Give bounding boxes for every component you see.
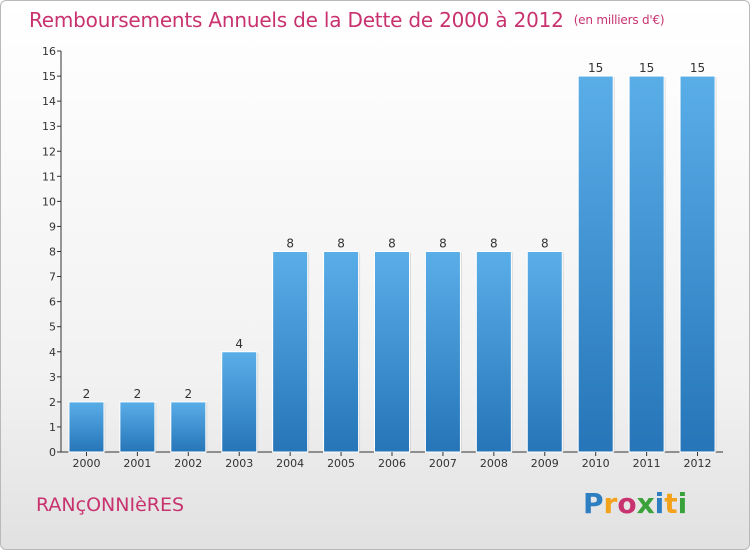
x-tick-label: 2009 [531, 457, 559, 470]
logo-letter: P [583, 487, 604, 520]
bar-value-label: 4 [235, 337, 243, 351]
bar-value-label: 8 [541, 237, 549, 251]
x-tick-label: 2003 [225, 457, 253, 470]
y-tick-label: 8 [49, 246, 56, 259]
y-tick-label: 1 [49, 421, 56, 434]
x-tick-label: 2010 [582, 457, 610, 470]
bar [68, 401, 105, 453]
x-tick-label: 2008 [480, 457, 508, 470]
y-tick-label: 5 [49, 321, 56, 334]
bar-value-label: 8 [337, 237, 345, 251]
y-tick-label: 3 [49, 371, 56, 384]
commune-name: RANçONNIèRES [36, 494, 185, 516]
y-tick-label: 11 [42, 170, 56, 183]
y-tick-label: 15 [42, 70, 56, 83]
y-tick-label: 9 [49, 220, 56, 233]
bar-value-label: 15 [690, 61, 705, 75]
y-tick-label: 0 [49, 446, 56, 459]
bar-value-label: 15 [588, 61, 603, 75]
bar-value-label: 8 [490, 237, 498, 251]
logo-letter: i [654, 487, 665, 520]
logo-letter: i [677, 487, 688, 520]
bar-value-label: 2 [134, 387, 142, 401]
y-tick-label: 13 [42, 120, 56, 133]
y-tick-label: 10 [42, 195, 56, 208]
bar [221, 351, 258, 453]
y-tick-label: 2 [49, 396, 56, 409]
bar [272, 251, 309, 453]
logo-letter: o [617, 487, 637, 520]
x-tick-label: 2006 [378, 457, 406, 470]
bar-value-label: 2 [184, 387, 192, 401]
bar-value-label: 8 [439, 237, 447, 251]
y-tick-label: 4 [49, 346, 56, 359]
x-tick-label: 2001 [123, 457, 151, 470]
bar-value-label: 2 [83, 387, 91, 401]
y-tick-label: 14 [42, 95, 56, 108]
x-tick-label: 2007 [429, 457, 457, 470]
x-tick-label: 2004 [276, 457, 304, 470]
y-tick-label: 6 [49, 296, 56, 309]
bar [526, 251, 563, 453]
bar [628, 75, 665, 453]
bar [577, 75, 614, 453]
title-text: Remboursements Annuels de la Dette de 20… [29, 8, 564, 32]
bar [323, 251, 360, 453]
y-tick-label: 16 [42, 45, 56, 58]
bar [119, 401, 156, 453]
bar [679, 75, 716, 453]
logo-letter: t [664, 487, 678, 520]
x-tick-label: 2005 [327, 457, 355, 470]
unit-label: (en milliers d'€) [573, 13, 665, 27]
y-tick-label: 7 [49, 271, 56, 284]
bar [374, 251, 410, 453]
bar-value-label: 15 [639, 61, 654, 75]
bar [475, 251, 512, 453]
chart-title: Remboursements Annuels de la Dette de 20… [29, 8, 665, 32]
y-tick-label: 12 [42, 145, 56, 158]
x-tick-label: 2002 [174, 457, 202, 470]
bar-value-label: 8 [286, 237, 294, 251]
bar [424, 251, 461, 453]
x-tick-label: 2000 [72, 457, 100, 470]
proxiti-logo: Proxiti [583, 487, 687, 520]
logo-letter: x [636, 487, 655, 520]
x-tick-label: 2012 [684, 457, 712, 470]
x-tick-label: 2011 [633, 457, 661, 470]
bar [170, 401, 207, 453]
bar-value-label: 8 [388, 237, 396, 251]
logo-letter: r [603, 487, 618, 520]
